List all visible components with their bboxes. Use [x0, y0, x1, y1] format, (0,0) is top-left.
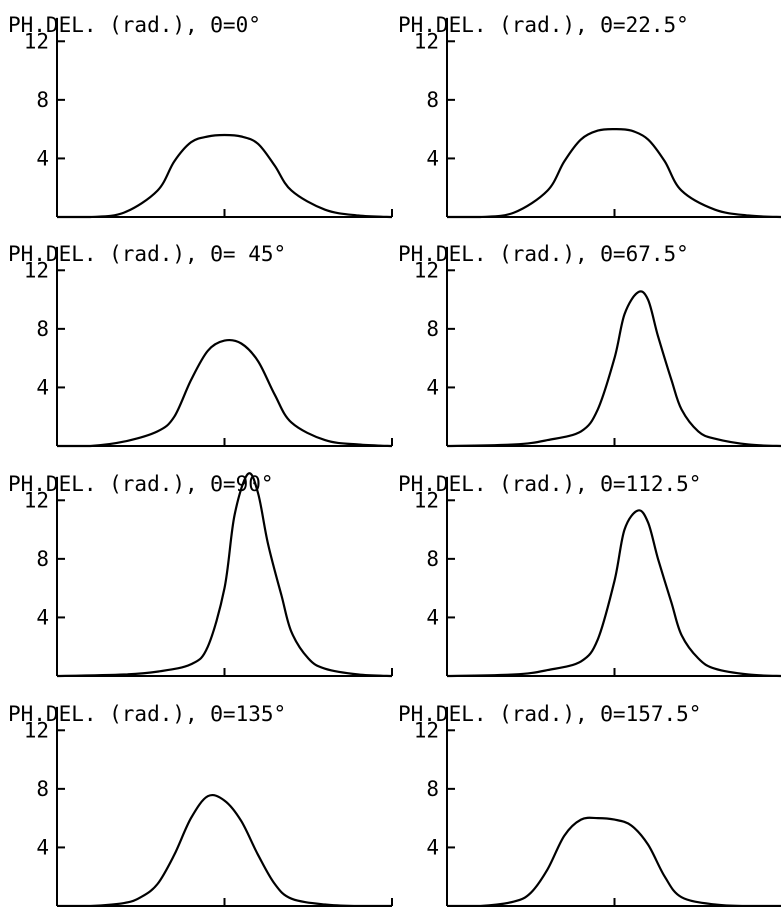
phase-delay-curve [447, 818, 781, 906]
phase-delay-curve [447, 510, 781, 676]
y-tick-label: 4 [36, 605, 49, 629]
phase-delay-curve [57, 473, 392, 676]
y-tick-label: 12 [414, 258, 439, 282]
y-tick-label: 8 [36, 547, 49, 571]
y-tick-label: 12 [24, 488, 49, 512]
y-tick-label: 8 [36, 88, 49, 112]
y-tick-label: 4 [426, 605, 439, 629]
y-tick-label: 12 [24, 29, 49, 53]
y-tick-label: 12 [414, 718, 439, 742]
y-tick-label: 8 [426, 317, 439, 341]
y-tick-label: 4 [36, 375, 49, 399]
panel-8: PH.DEL. (rad.), Θ=157.5° 4 8 12 [398, 702, 781, 906]
y-tick-label: 4 [36, 146, 49, 170]
panel-title: PH.DEL. (rad.), Θ=67.5° [398, 242, 689, 266]
y-tick-label: 8 [426, 547, 439, 571]
panel-6: PH.DEL. (rad.), Θ=112.5° 4 8 12 [398, 472, 781, 676]
panel-title: PH.DEL. (rad.), Θ=112.5° [398, 472, 701, 496]
y-tick-label: 8 [426, 777, 439, 801]
y-tick-label: 4 [36, 835, 49, 859]
y-tick-label: 12 [414, 488, 439, 512]
phase-delay-curve [57, 795, 392, 906]
y-tick-label: 8 [426, 88, 439, 112]
phase-delay-curve [447, 291, 781, 446]
phase-delay-curve [447, 129, 781, 217]
y-tick-label: 8 [36, 317, 49, 341]
panel-title: PH.DEL. (rad.), Θ=157.5° [398, 702, 701, 726]
y-tick-label: 4 [426, 835, 439, 859]
phase-delay-curve [57, 135, 392, 217]
y-tick-label: 12 [24, 258, 49, 282]
panel-2: PH.DEL. (rad.), Θ=22.5° 4 8 12 [398, 13, 781, 217]
y-tick-label: 12 [414, 29, 439, 53]
y-tick-label: 4 [426, 375, 439, 399]
panel-title: PH.DEL. (rad.), Θ=22.5° [398, 13, 689, 37]
y-tick-label: 8 [36, 777, 49, 801]
y-tick-label: 4 [426, 146, 439, 170]
panel-4: PH.DEL. (rad.), Θ=67.5° 4 8 12 [398, 242, 781, 446]
y-tick-label: 12 [24, 718, 49, 742]
panel-title: PH.DEL. (rad.), Θ= 45° [8, 242, 286, 266]
panel-3: PH.DEL. (rad.), Θ= 45° 4 8 12 [8, 242, 392, 446]
phase-delay-curve [57, 340, 392, 446]
panel-title: PH.DEL. (rad.), Θ=135° [8, 702, 286, 726]
panel-7: PH.DEL. (rad.), Θ=135° 4 8 12 [8, 702, 392, 906]
